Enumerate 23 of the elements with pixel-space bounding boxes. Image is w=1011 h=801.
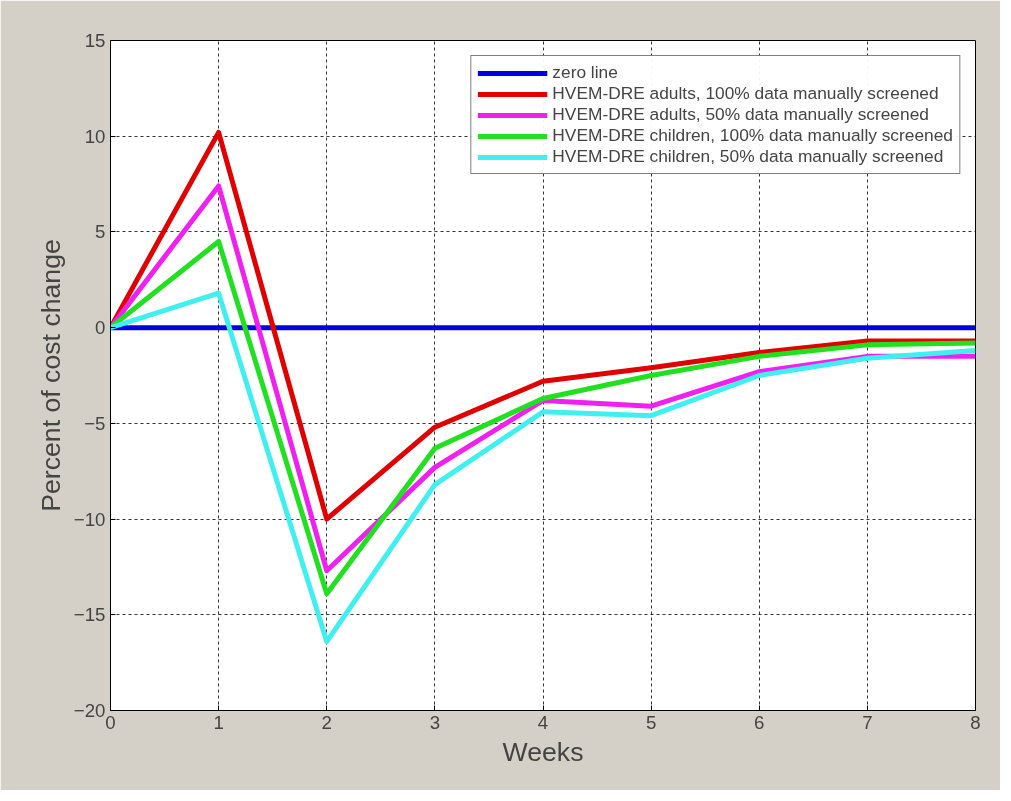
x-tick-label: 1 (213, 711, 224, 733)
y-tick-label: 10 (84, 125, 106, 147)
legend-label: HVEM-DRE adults, 50% data manually screened (552, 104, 929, 125)
y-tick-label: −5 (84, 412, 106, 434)
x-tick-label: 8 (970, 711, 981, 733)
y-tick-label: −20 (73, 700, 106, 721)
x-tick-label: 2 (321, 711, 332, 733)
x-tick-label: 7 (862, 711, 873, 733)
x-tick-label: 4 (537, 711, 549, 733)
x-tick-label: 6 (754, 711, 765, 733)
legend-label: HVEM-DRE children, 50% data manually screened (552, 146, 944, 167)
legend-label: HVEM-DRE adults, 100% data manually screened (552, 83, 939, 104)
y-tick-label: 5 (95, 221, 106, 243)
x-tick-label: 5 (645, 711, 657, 733)
y-tick-label: −10 (73, 508, 106, 530)
legend-label: HVEM-DRE children, 100% data manually screened (552, 125, 953, 146)
y-tick-label: 15 (84, 30, 106, 51)
y-tick-label: −15 (73, 604, 106, 626)
legend-label: zero line (552, 62, 618, 83)
x-tick-label: 3 (429, 711, 441, 733)
y-axis-title: Percent of cost change (35, 239, 66, 512)
y-tick-label: 0 (95, 317, 106, 339)
x-axis-title: Weeks (502, 736, 584, 767)
